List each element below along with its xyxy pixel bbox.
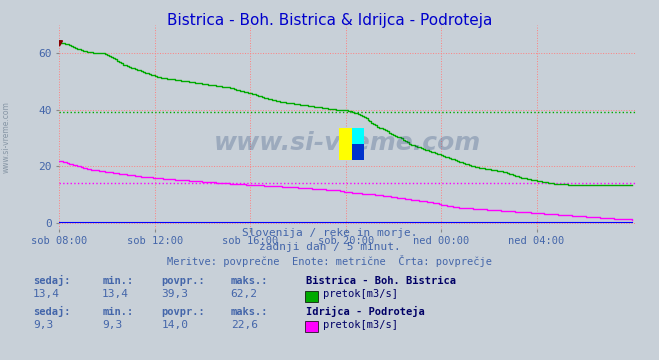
Text: maks.:: maks.:	[231, 276, 268, 287]
Text: Bistrica - Boh. Bistrica: Bistrica - Boh. Bistrica	[306, 276, 457, 287]
Text: zadnji dan / 5 minut.: zadnji dan / 5 minut.	[258, 242, 401, 252]
Text: 9,3: 9,3	[33, 320, 53, 330]
Text: www.si-vreme.com: www.si-vreme.com	[214, 131, 481, 155]
Text: povpr.:: povpr.:	[161, 307, 205, 317]
Text: 62,2: 62,2	[231, 289, 258, 299]
Text: Idrijca - Podroteja: Idrijca - Podroteja	[306, 306, 425, 317]
Text: sedaj:: sedaj:	[33, 306, 71, 317]
Text: povpr.:: povpr.:	[161, 276, 205, 287]
Text: 22,6: 22,6	[231, 320, 258, 330]
Text: 13,4: 13,4	[102, 289, 129, 299]
Text: 9,3: 9,3	[102, 320, 123, 330]
Text: min.:: min.:	[102, 307, 133, 317]
Text: Meritve: povprečne  Enote: metrične  Črta: povprečje: Meritve: povprečne Enote: metrične Črta:…	[167, 255, 492, 267]
Text: sedaj:: sedaj:	[33, 275, 71, 287]
Text: 13,4: 13,4	[33, 289, 60, 299]
Text: pretok[m3/s]: pretok[m3/s]	[323, 320, 398, 330]
Text: pretok[m3/s]: pretok[m3/s]	[323, 289, 398, 299]
Text: Bistrica - Boh. Bistrica & Idrijca - Podroteja: Bistrica - Boh. Bistrica & Idrijca - Pod…	[167, 13, 492, 28]
Text: www.si-vreme.com: www.si-vreme.com	[2, 101, 11, 173]
Text: min.:: min.:	[102, 276, 133, 287]
Text: 14,0: 14,0	[161, 320, 188, 330]
Text: 39,3: 39,3	[161, 289, 188, 299]
Text: maks.:: maks.:	[231, 307, 268, 317]
Text: Slovenija / reke in morje.: Slovenija / reke in morje.	[242, 228, 417, 238]
